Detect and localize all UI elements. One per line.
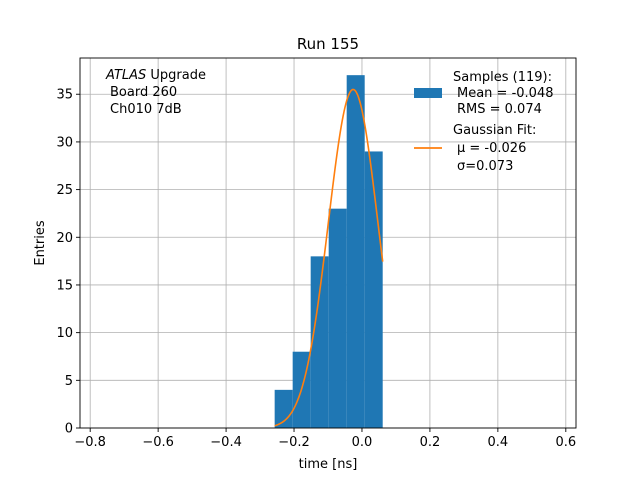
annotation-channel: Ch010 7dB (110, 102, 182, 117)
y-tick-label-6: 30 (56, 135, 73, 150)
plot-frame (79, 57, 577, 429)
legend-samples-label: Samples (119): (453, 70, 552, 85)
x-tick-label-0: −0.8 (74, 435, 106, 450)
y-tick-label-5: 25 (56, 183, 73, 198)
histogram-bar-0 (274, 389, 293, 428)
annotation-atlas: ATLAS (105, 68, 146, 83)
chart-title: Run 155 (297, 35, 359, 53)
legend: Samples (119): Mean = -0.048 RMS = 0.074… (414, 70, 553, 174)
legend-samples-rms: RMS = 0.074 (457, 102, 542, 117)
x-tick-label-4: 0.0 (352, 435, 373, 450)
legend-samples-mean: Mean = -0.048 (457, 86, 553, 101)
x-tick-label-1: −0.6 (142, 435, 174, 450)
y-tick-label-3: 15 (56, 278, 73, 293)
x-tick-label-3: −0.2 (278, 435, 310, 450)
histogram-bar-4 (346, 75, 365, 428)
legend-fit-mu: μ = -0.026 (457, 141, 526, 156)
x-axis-ticks: −0.8 −0.6 −0.4 −0.2 0.0 0.2 0.4 0.6 (74, 428, 576, 450)
x-tick-label-5: 0.2 (420, 435, 441, 450)
histogram-bar-3 (328, 208, 347, 428)
x-tick-label-2: −0.4 (210, 435, 242, 450)
x-axis-label: time [ns] (299, 457, 358, 472)
annotation-upgrade: Upgrade (146, 68, 206, 83)
y-tick-label-4: 20 (56, 231, 73, 246)
annotation-board: Board 260 (110, 85, 177, 100)
y-axis-ticks: 0 5 10 15 20 25 30 35 (56, 88, 80, 437)
y-tick-label-2: 10 (56, 326, 73, 341)
atlas-annotation: ATLAS Upgrade Board 260 Ch010 7dB (105, 68, 206, 117)
y-tick-label-1: 5 (65, 374, 73, 389)
y-axis-label: Entries (33, 220, 48, 266)
x-tick-label-7: 0.6 (555, 435, 576, 450)
legend-swatch-samples (414, 88, 442, 98)
histogram-bar-2 (310, 256, 329, 428)
y-tick-label-0: 0 (65, 422, 73, 437)
annotation-line-1: ATLAS Upgrade (105, 68, 206, 83)
gaussian-fit-line (274, 88, 384, 427)
histogram-bars (274, 75, 383, 428)
legend-fit-label: Gaussian Fit: (453, 123, 536, 138)
legend-fit-sigma: σ=0.073 (457, 159, 513, 174)
y-tick-label-7: 35 (56, 88, 73, 103)
x-tick-label-6: 0.4 (488, 435, 509, 450)
